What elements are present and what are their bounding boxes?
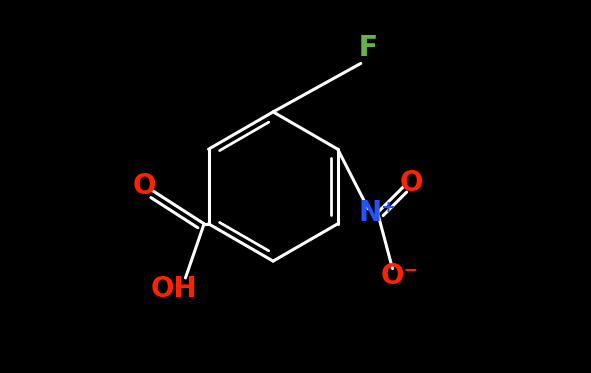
Text: F: F <box>359 34 378 63</box>
Text: OH: OH <box>151 275 197 303</box>
Text: N⁺: N⁺ <box>359 198 397 227</box>
Text: F: F <box>359 34 378 63</box>
Text: O: O <box>400 169 423 197</box>
Text: O: O <box>133 172 156 201</box>
Text: O⁻: O⁻ <box>381 262 419 290</box>
